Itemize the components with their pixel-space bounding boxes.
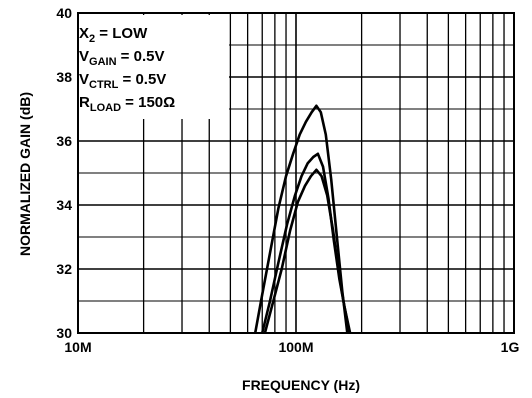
y-axis-title: NORMALIZED GAIN (dB) <box>17 92 33 256</box>
condition-line-4: RLOAD = 150Ω <box>79 94 175 114</box>
conditions-box: X2 = LOW VGAIN = 0.5V VCTRL = 0.5V RLOAD… <box>69 15 229 119</box>
series-line-1 <box>253 104 349 334</box>
tick-labels: 30 32 34 36 38 40 10M 100M 1G <box>56 5 519 355</box>
x-axis-title: FREQUENCY (Hz) <box>242 377 360 393</box>
x-tick-label: 10M <box>64 339 91 355</box>
x-tick-label: 1G <box>501 339 520 355</box>
y-tick-label: 40 <box>56 5 72 21</box>
x-tick-label: 100M <box>278 339 313 355</box>
y-tick-label: 38 <box>56 69 72 85</box>
condition-line-2: VGAIN = 0.5V <box>79 48 164 68</box>
conditions-box-background <box>69 15 229 119</box>
y-tick-label: 32 <box>56 261 72 277</box>
condition-line-3: VCTRL = 0.5V <box>79 71 166 91</box>
y-tick-label: 36 <box>56 133 72 149</box>
series-line-3 <box>263 168 351 334</box>
condition-line-1: X2 = LOW <box>79 25 148 45</box>
y-tick-label: 34 <box>56 197 72 213</box>
y-tick-label: 30 <box>56 325 72 341</box>
grid <box>77 12 515 334</box>
plot-frame <box>77 12 515 334</box>
series-group <box>253 104 352 334</box>
